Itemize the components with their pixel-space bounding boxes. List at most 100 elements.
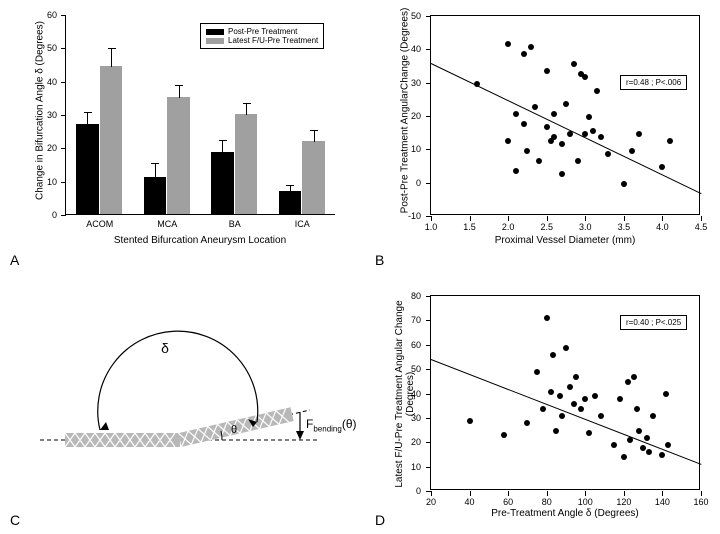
bar bbox=[302, 141, 325, 214]
scatter-point bbox=[563, 101, 569, 107]
error-cap bbox=[108, 48, 116, 49]
scatter-point bbox=[557, 393, 563, 399]
scatter-point bbox=[467, 418, 473, 424]
scatter-point bbox=[528, 44, 534, 50]
ytick bbox=[61, 15, 66, 16]
xtick-label: 1.5 bbox=[455, 222, 485, 232]
scatter-point bbox=[551, 134, 557, 140]
xtick bbox=[470, 491, 471, 496]
xtick-label: 100 bbox=[570, 497, 600, 507]
scatter-point bbox=[563, 345, 569, 351]
xtick bbox=[470, 216, 471, 221]
theta-label: θ bbox=[228, 424, 240, 436]
error-bar bbox=[111, 48, 112, 66]
scatter-point bbox=[605, 151, 611, 157]
xtick-label: 20 bbox=[416, 497, 446, 507]
ytick bbox=[426, 394, 431, 395]
xtick-label: ICA bbox=[277, 219, 327, 229]
scatter-point bbox=[540, 406, 546, 412]
scatter-point bbox=[550, 352, 556, 358]
scatter-point bbox=[505, 138, 511, 144]
scatter-point bbox=[631, 374, 637, 380]
xtick-label: 160 bbox=[686, 497, 716, 507]
scatter-point bbox=[575, 158, 581, 164]
xtick bbox=[701, 216, 702, 221]
error-bar bbox=[87, 112, 88, 125]
xtick bbox=[662, 491, 663, 496]
scatter-point bbox=[625, 379, 631, 385]
ytick bbox=[61, 115, 66, 116]
error-cap bbox=[175, 85, 183, 86]
xtick-label: 60 bbox=[493, 497, 523, 507]
ytick bbox=[426, 442, 431, 443]
xtick bbox=[431, 216, 432, 221]
scatter-point bbox=[567, 384, 573, 390]
panel-b-label: B bbox=[375, 252, 384, 268]
ytick bbox=[426, 320, 431, 321]
xtick-label: MCA bbox=[142, 219, 192, 229]
xtick-label: 1.0 bbox=[416, 222, 446, 232]
scatter-point bbox=[659, 452, 665, 458]
scatter-point bbox=[582, 396, 588, 402]
xtick bbox=[662, 216, 663, 221]
ytick bbox=[426, 16, 431, 17]
panel-a-legend: Post-Pre Treatment Latest F/U-Pre Treatm… bbox=[200, 23, 324, 49]
ytick-label: 0 bbox=[37, 210, 57, 220]
scatter-point bbox=[548, 389, 554, 395]
force-arg: (θ) bbox=[342, 417, 357, 431]
ytick bbox=[426, 83, 431, 84]
xtick-label: 3.0 bbox=[570, 222, 600, 232]
panel-b-plot: 1.01.52.02.53.03.54.04.5-1001020304050 bbox=[430, 15, 700, 215]
scatter-point bbox=[665, 442, 671, 448]
ytick bbox=[426, 418, 431, 419]
panel-a-label: A bbox=[10, 252, 19, 268]
ytick bbox=[426, 49, 431, 50]
scatter-point bbox=[513, 111, 519, 117]
xtick bbox=[508, 491, 509, 496]
xtick-label: 2.0 bbox=[493, 222, 523, 232]
bar bbox=[279, 191, 302, 214]
scatter-point bbox=[644, 435, 650, 441]
panel-a-xlabel: Stented Bifurcation Aneurysm Location bbox=[65, 235, 335, 246]
scatter-point bbox=[659, 164, 665, 170]
scatter-point bbox=[636, 428, 642, 434]
xtick bbox=[431, 491, 432, 496]
ytick bbox=[61, 148, 66, 149]
scatter-point bbox=[582, 74, 588, 80]
bar bbox=[211, 152, 234, 214]
scatter-point bbox=[663, 391, 669, 397]
xtick-label: BA bbox=[210, 219, 260, 229]
error-bar bbox=[155, 163, 156, 178]
error-cap bbox=[151, 163, 159, 164]
scatter-point bbox=[501, 432, 507, 438]
ytick bbox=[426, 296, 431, 297]
panel-c-label: C bbox=[10, 512, 20, 528]
scatter-point bbox=[634, 406, 640, 412]
scatter-point bbox=[592, 393, 598, 399]
scatter-point bbox=[590, 128, 596, 134]
force-sub: bending bbox=[313, 424, 341, 433]
scatter-point bbox=[650, 413, 656, 419]
scatter-point bbox=[573, 374, 579, 380]
scatter-point bbox=[521, 121, 527, 127]
ytick bbox=[426, 369, 431, 370]
xtick bbox=[585, 491, 586, 496]
legend-label-2: Latest F/U-Pre Treatment bbox=[228, 36, 318, 45]
legend-label-1: Post-Pre Treatment bbox=[228, 27, 297, 36]
xtick bbox=[624, 216, 625, 221]
ytick bbox=[61, 182, 66, 183]
scatter-point bbox=[553, 428, 559, 434]
panel-d: 2040608010012014016001020304050607080 La… bbox=[375, 285, 715, 530]
legend-swatch-gray bbox=[206, 38, 224, 44]
panel-c: δ θ Fbending(θ) bbox=[10, 300, 350, 520]
scatter-point bbox=[559, 171, 565, 177]
panel-b-statbox: r=0.48 ; P<.006 bbox=[620, 75, 687, 90]
xtick-label: 80 bbox=[532, 497, 562, 507]
xtick bbox=[547, 216, 548, 221]
panel-b: 1.01.52.02.53.03.54.04.5-1001020304050 P… bbox=[375, 5, 715, 265]
error-cap bbox=[243, 103, 251, 104]
panel-d-ylabel: Latest F/U-Pre Treatment Angular Change … bbox=[394, 279, 416, 509]
scatter-point bbox=[505, 41, 511, 47]
scatter-point bbox=[544, 124, 550, 130]
xtick-label: 4.5 bbox=[686, 222, 716, 232]
